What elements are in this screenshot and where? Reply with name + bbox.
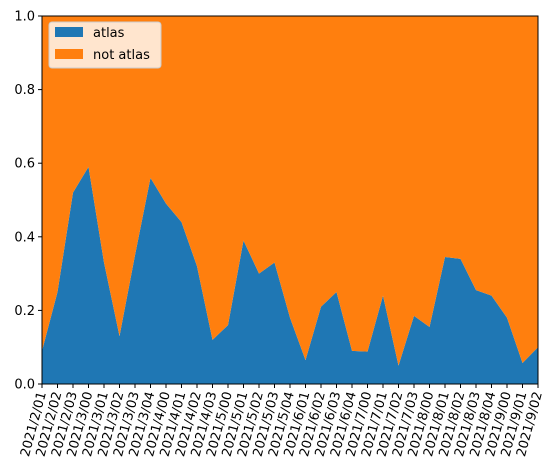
y-tick-label: 0.6 (14, 157, 35, 172)
legend-label: atlas (93, 26, 125, 41)
axes-layer: 0.00.20.40.60.81.02021/2/012021/2/022021… (14, 10, 546, 459)
legend-swatch (55, 27, 83, 37)
legend-label: not atlas (93, 48, 150, 63)
legend-swatch (55, 49, 83, 59)
legend: atlas not atlas (48, 21, 162, 69)
y-tick-label: 1.0 (14, 10, 35, 25)
y-tick-label: 0.4 (14, 230, 35, 245)
y-tick-label: 0.2 (14, 304, 35, 319)
area-not-atlas (42, 16, 538, 366)
area-atlas (42, 166, 538, 384)
y-tick-label: 0.0 (14, 378, 35, 393)
series-layer (42, 16, 538, 384)
y-tick-label: 0.8 (14, 83, 35, 98)
